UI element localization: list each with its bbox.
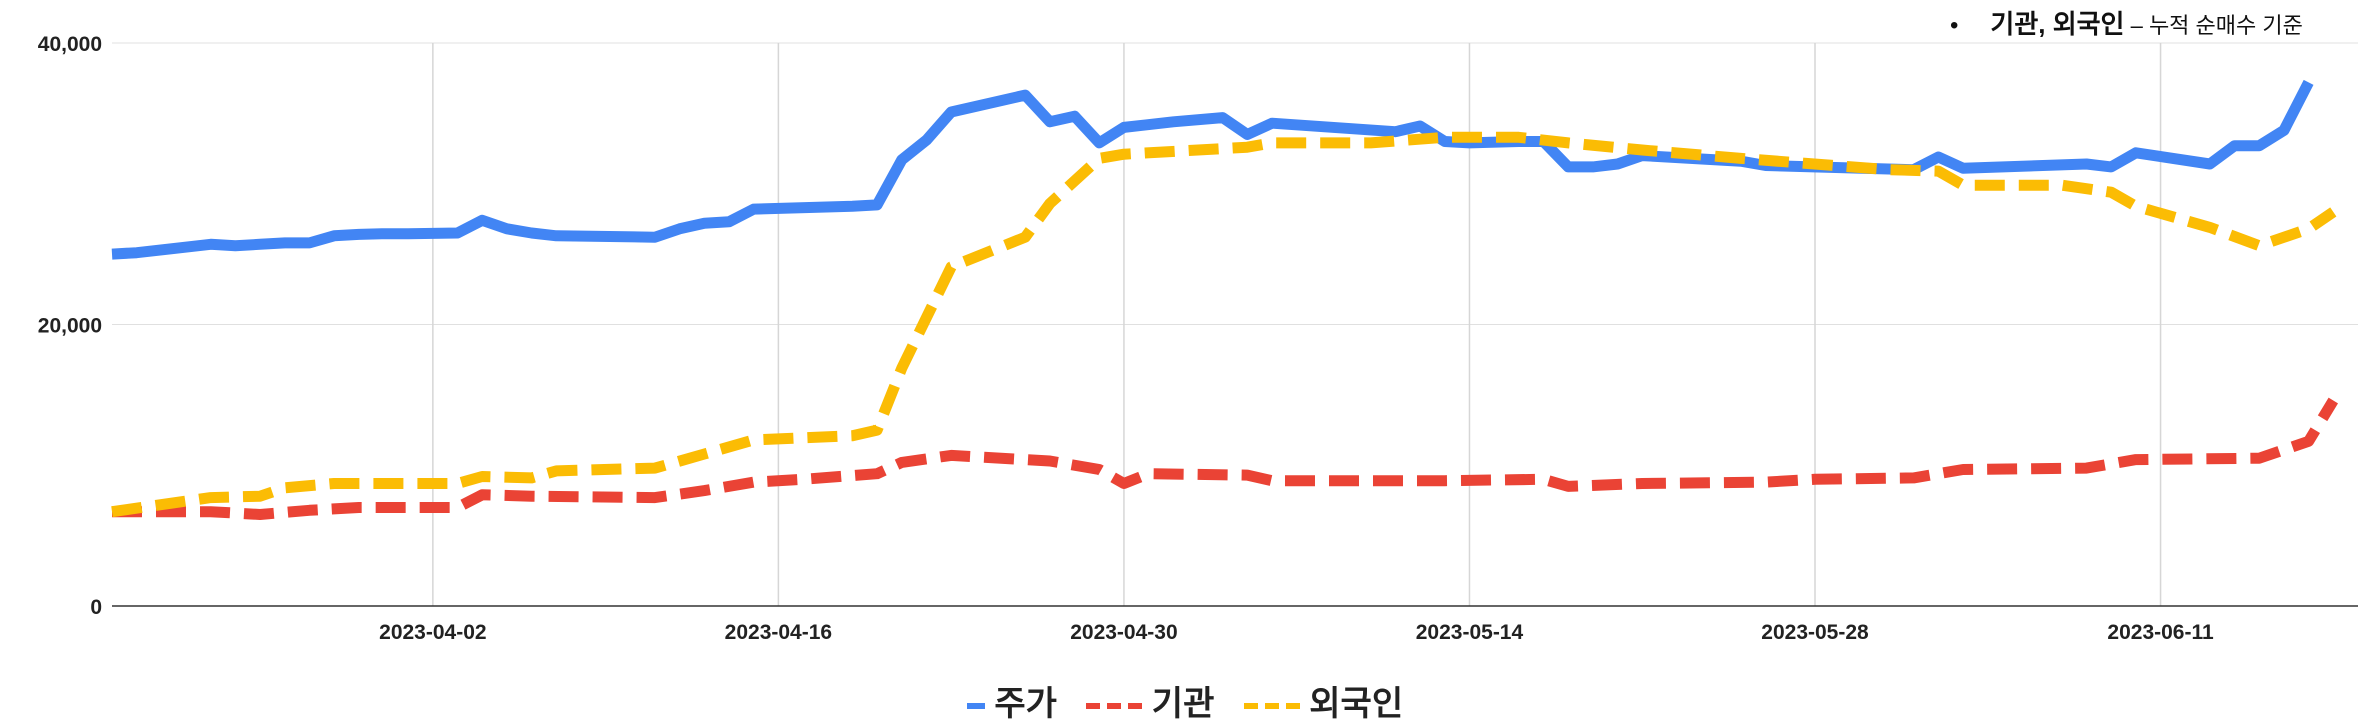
series-line-stock — [111, 79, 2314, 260]
x-tick-label: 2023-04-16 — [725, 621, 832, 644]
legend-swatch-institution — [1086, 703, 1143, 710]
note-dash: – — [2124, 13, 2149, 38]
note-detail: 누적 순매수 기준 — [2148, 13, 2303, 38]
series-layer — [111, 79, 2339, 520]
legend-swatch-foreign — [1243, 703, 1300, 710]
legend-item-foreign: 외국인 — [1243, 676, 1404, 725]
legend-label-stock: 주가 — [994, 685, 1057, 723]
y-tick-label: 40,000 — [38, 33, 102, 56]
legend-label-institution: 기관 — [1151, 685, 1215, 723]
x-tick-label: 2023-04-30 — [1070, 621, 1177, 644]
series-line-foreign — [111, 131, 2337, 518]
grid-layer — [112, 42, 2358, 606]
axis-layer: 0 20,000 40,000 2023-04-02 2023-04-16 2023-04… — [38, 33, 2358, 644]
chart-note: • 기관, 외국인 – 누적 순매수 기준 — [1950, 4, 2303, 41]
series-line-institution — [112, 397, 2339, 520]
x-tick-label: 2023-05-28 — [1761, 621, 1869, 644]
note-main: 기관, 외국인 — [1990, 9, 2125, 39]
note-bullet: • — [1950, 12, 1959, 39]
x-tick-label: 2023-06-11 — [2107, 621, 2214, 644]
legend-item-stock: 주가 — [966, 676, 1057, 725]
x-tick-label: 2023-04-02 — [379, 621, 486, 644]
legend-label-foreign: 외국인 — [1309, 685, 1404, 723]
legend-item-institution: 기관 — [1086, 676, 1214, 725]
legend: 주가 기관 외국인 — [0, 676, 2370, 725]
y-tick-label: 0 — [90, 596, 102, 619]
x-tick-label: 2023-05-14 — [1416, 621, 1524, 644]
legend-swatch-stock — [966, 703, 985, 710]
y-tick-label: 20,000 — [38, 315, 102, 338]
